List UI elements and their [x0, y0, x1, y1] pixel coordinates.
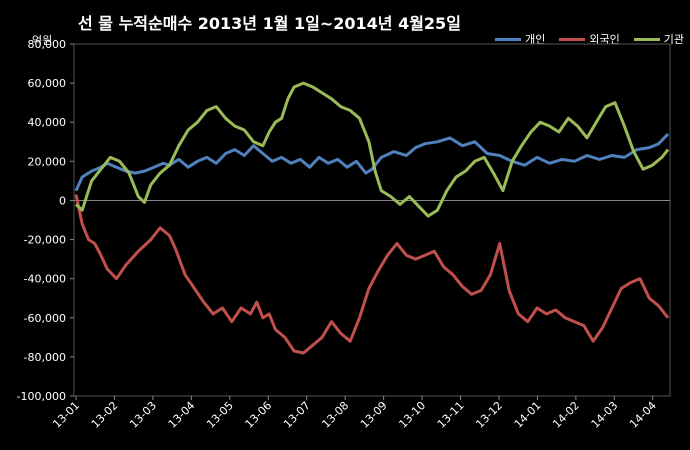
x-tick-label: 13-12: [473, 399, 505, 431]
plot-area: [73, 43, 671, 397]
y-tick-label: -80,000: [24, 351, 66, 364]
y-tick-label: -20,000: [24, 234, 66, 247]
x-axis: 13-01 13-02 13-03 13-04 13-05 13-06 13-07 13-08…: [50, 396, 659, 431]
x-tick-label: 14-03: [589, 399, 621, 431]
x-tick-label: 13-04: [166, 399, 198, 431]
y-axis-unit-label: 억원: [32, 34, 53, 47]
x-tick-label: 13-11: [435, 399, 467, 431]
y-tick-label: 80,000: [28, 38, 67, 51]
series-line-retail: [74, 132, 670, 192]
legend-item-foreign: 외국인: [559, 31, 620, 47]
legend-label-institution: 기관: [663, 33, 684, 46]
x-tick-label: 13-03: [127, 399, 159, 431]
y-tick-label: 60,000: [28, 77, 67, 90]
legend-item-institution: 기관: [633, 31, 684, 47]
x-tick-label: 13-07: [281, 399, 313, 431]
x-tick-label: 13-06: [243, 399, 275, 431]
x-tick-label: 13-10: [396, 399, 428, 431]
x-tick-label: 13-09: [358, 399, 390, 431]
x-tick-label: 14-02: [550, 399, 582, 431]
legend-swatch-foreign: [559, 37, 586, 41]
legend-swatch-institution: [633, 37, 660, 41]
x-tick-label: 14-04: [627, 399, 659, 431]
x-tick-label: 13-02: [89, 399, 121, 431]
y-tick-label: 20,000: [28, 155, 67, 168]
x-tick-label: 14-01: [512, 399, 544, 431]
legend-item-retail: 개인: [495, 31, 545, 47]
legend: 개인 외국인 기관: [495, 31, 684, 47]
legend-label-retail: 개인: [525, 33, 546, 46]
legend-label-foreign: 외국인: [589, 33, 620, 46]
chart-title: 선 물 누적순매수 2013년 1월 1일~2014년 4월25일: [78, 14, 461, 33]
x-tick-label: 13-05: [204, 399, 236, 431]
series-line-foreign: [74, 194, 670, 355]
x-tick-label: 13-08: [319, 399, 351, 431]
y-tick-label: -40,000: [24, 273, 66, 286]
y-tick-label: -60,000: [24, 312, 66, 325]
y-tick-label: 40,000: [28, 116, 67, 129]
series-line-institution: [74, 81, 670, 218]
legend-swatch-retail: [495, 37, 522, 41]
x-tick-label: 13-01: [50, 399, 82, 431]
y-axis: -100,000 -80,000 -60,000 -40,000 -20,000 0 20,…: [17, 38, 670, 403]
series-group: [74, 81, 670, 355]
y-tick-label: 0: [59, 194, 66, 207]
y-tick-label: -100,000: [17, 390, 66, 403]
